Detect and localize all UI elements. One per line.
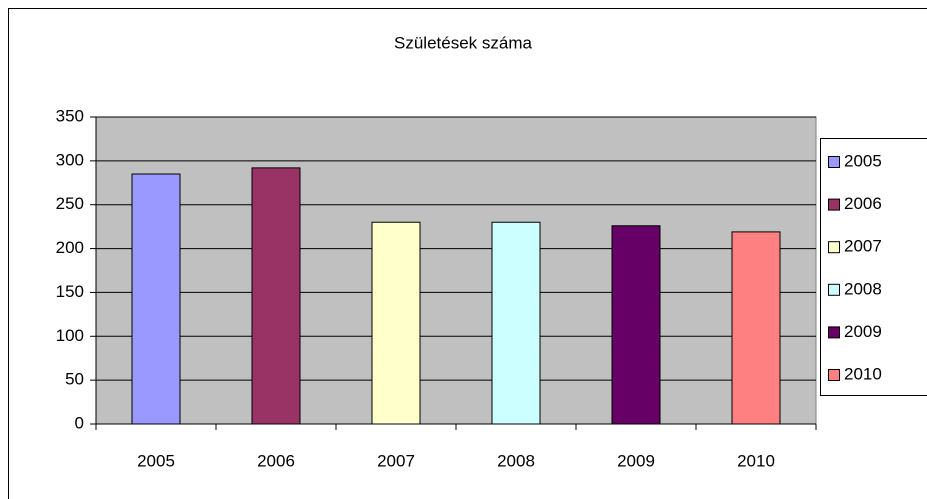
y-tick-label: 200 xyxy=(56,238,84,257)
bar xyxy=(131,173,181,425)
legend-label: 2006 xyxy=(844,194,882,213)
y-tick-label: 100 xyxy=(56,326,84,345)
legend-box xyxy=(820,138,927,396)
x-tick-label: 2008 xyxy=(497,451,535,470)
legend-swatch xyxy=(828,369,840,381)
x-tick-label: 2010 xyxy=(737,451,775,470)
legend-label: 2008 xyxy=(844,279,882,298)
legend-swatch xyxy=(828,198,840,211)
legend-swatch xyxy=(828,241,840,254)
legend-label: 2007 xyxy=(844,237,882,256)
x-tick-label: 2009 xyxy=(617,451,655,470)
y-tick-label: 250 xyxy=(56,194,84,213)
plot-area xyxy=(95,116,817,425)
bar xyxy=(611,225,661,425)
y-tick-label: 150 xyxy=(56,282,84,301)
y-tick-label: 0 xyxy=(75,413,84,432)
x-tick-label: 2007 xyxy=(377,451,415,470)
x-tick-label: 2005 xyxy=(137,451,175,470)
legend-label: 2005 xyxy=(844,151,882,170)
bar xyxy=(371,221,421,425)
legend-swatch xyxy=(828,283,840,296)
legend-label: 2009 xyxy=(844,322,882,341)
y-tick-label: 350 xyxy=(56,106,84,125)
legend-swatch xyxy=(828,156,840,168)
y-tick-label: 50 xyxy=(65,370,84,389)
x-tick-label: 2006 xyxy=(257,451,295,470)
legend-swatch xyxy=(828,326,840,339)
chart-title: Születések száma xyxy=(394,33,532,52)
bar xyxy=(731,231,781,425)
bar xyxy=(251,167,301,425)
bar xyxy=(491,221,541,425)
legend-label: 2010 xyxy=(844,364,882,383)
y-tick-label: 300 xyxy=(56,150,84,169)
